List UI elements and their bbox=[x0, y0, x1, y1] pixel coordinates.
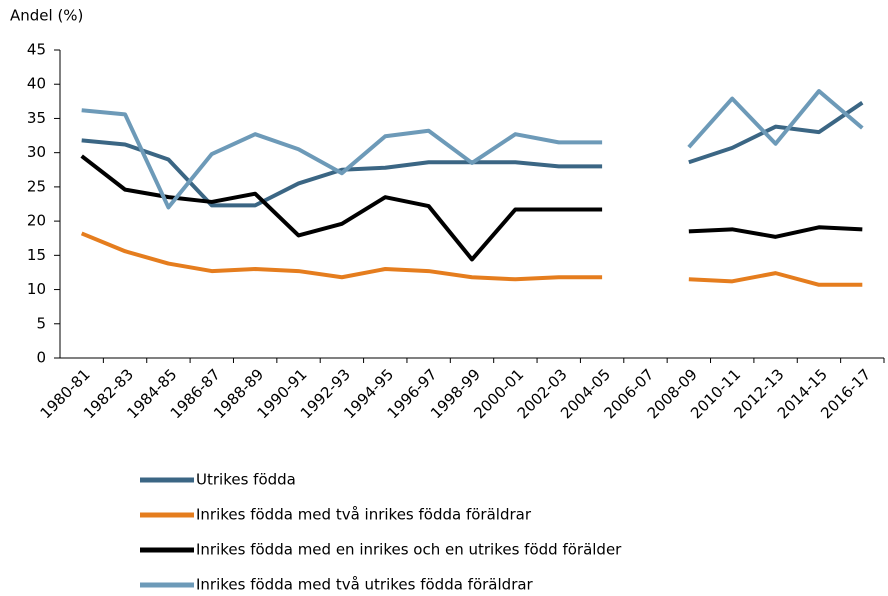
y-tick-label: 45 bbox=[27, 41, 46, 59]
y-tick-label: 40 bbox=[27, 75, 46, 93]
series-line bbox=[81, 89, 864, 210]
series-line bbox=[80, 231, 863, 287]
y-tick-label: 30 bbox=[27, 143, 46, 161]
y-axis-label: Andel (%) bbox=[10, 7, 83, 25]
y-tick-label: 5 bbox=[36, 314, 46, 332]
y-tick-label: 15 bbox=[27, 246, 46, 264]
y-tick-label: 25 bbox=[27, 177, 46, 195]
y-tick-label: 10 bbox=[27, 280, 46, 298]
legend-label: Inrikes födda med två inrikes födda förä… bbox=[196, 506, 532, 524]
series-line bbox=[81, 101, 864, 208]
legend-label: Inrikes födda med två utrikes födda förä… bbox=[196, 576, 534, 594]
y-tick-label: 20 bbox=[27, 212, 46, 230]
legend-label: Inrikes födda med en inrikes och en utri… bbox=[196, 541, 622, 559]
series-line bbox=[80, 154, 863, 262]
y-tick-label: 35 bbox=[27, 109, 46, 127]
y-tick-label: 0 bbox=[36, 349, 46, 367]
legend-label: Utrikes födda bbox=[196, 471, 296, 489]
